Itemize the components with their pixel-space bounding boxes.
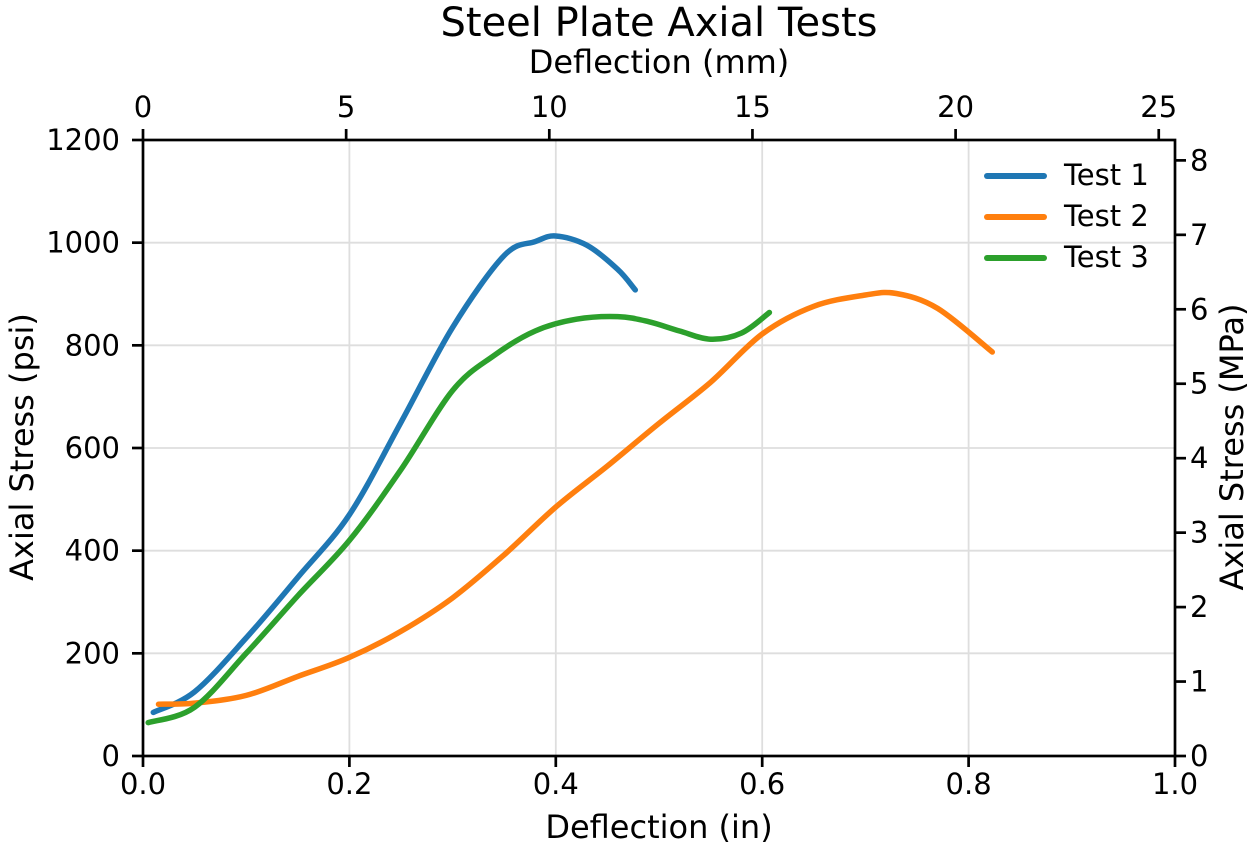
y2-tick-label: 2 xyxy=(1190,590,1208,624)
legend: Test 1 Test 2 Test 3 xyxy=(973,155,1149,278)
chart-generated-layer: 0.0 0.2 0.4 0.6 0.8 1.00200400600800100012000… xyxy=(46,90,1208,801)
y2-tick-label: 8 xyxy=(1190,143,1208,177)
x2-tick-label: 20 xyxy=(937,90,974,124)
chart-title: Steel Plate Axial Tests xyxy=(441,0,878,46)
x2-tick-label: 0 xyxy=(134,90,152,124)
x2-tick-label: 25 xyxy=(1140,90,1177,124)
x-tick-label: 0.2 xyxy=(326,767,372,801)
legend-swatch xyxy=(984,213,1047,220)
y-tick-label: 800 xyxy=(65,328,120,362)
x-tick-label: 1.0 xyxy=(1152,767,1198,801)
tick-marks xyxy=(132,129,1186,767)
y2-tick-label: 5 xyxy=(1190,367,1208,401)
series-line-test-1 xyxy=(150,233,639,716)
series-lines xyxy=(145,233,996,726)
legend-swatch xyxy=(984,172,1047,179)
y-tick-label: 0 xyxy=(102,739,120,773)
y2-tick-label: 7 xyxy=(1190,218,1208,252)
y2-tick-label: 6 xyxy=(1190,292,1208,326)
bottom-axis-label: Deflection (in) xyxy=(545,808,772,846)
y2-tick-label: 3 xyxy=(1190,516,1208,550)
x2-tick-label: 15 xyxy=(734,90,771,124)
y2-tick-label: 1 xyxy=(1190,665,1208,699)
legend-label: Test 2 xyxy=(1064,199,1149,233)
x-tick-label: 0.8 xyxy=(946,767,992,801)
legend-item-test-2: Test 2 xyxy=(973,196,1149,237)
legend-swatch xyxy=(984,254,1047,261)
top-axis-label: Deflection (mm) xyxy=(529,43,790,81)
tick-labels: 0.0 0.2 0.4 0.6 0.8 1.00200400600800100012000… xyxy=(46,90,1208,801)
y-tick-label: 1200 xyxy=(46,123,120,157)
legend-item-test-1: Test 1 xyxy=(973,155,1149,196)
legend-label: Test 3 xyxy=(1064,240,1149,274)
series-line-test-2 xyxy=(155,289,996,707)
x-tick-label: 0.6 xyxy=(739,767,785,801)
left-axis-label: Axial Stress (psi) xyxy=(3,313,41,581)
y-tick-label: 200 xyxy=(65,636,120,670)
series-line-test-3 xyxy=(145,309,773,726)
y-tick-label: 1000 xyxy=(46,226,120,260)
legend-item-test-3: Test 3 xyxy=(973,237,1149,278)
x-tick-label: 0.4 xyxy=(533,767,579,801)
y2-tick-label: 0 xyxy=(1190,739,1208,773)
y-tick-label: 600 xyxy=(65,431,120,465)
right-axis-label: Axial Stress (MPa) xyxy=(1213,304,1251,591)
legend-label: Test 1 xyxy=(1064,158,1149,192)
x-tick-label: 0.0 xyxy=(120,767,166,801)
y2-tick-label: 4 xyxy=(1190,441,1208,475)
x2-tick-label: 5 xyxy=(337,90,355,124)
x2-tick-label: 10 xyxy=(531,90,568,124)
y-tick-label: 400 xyxy=(65,534,120,568)
